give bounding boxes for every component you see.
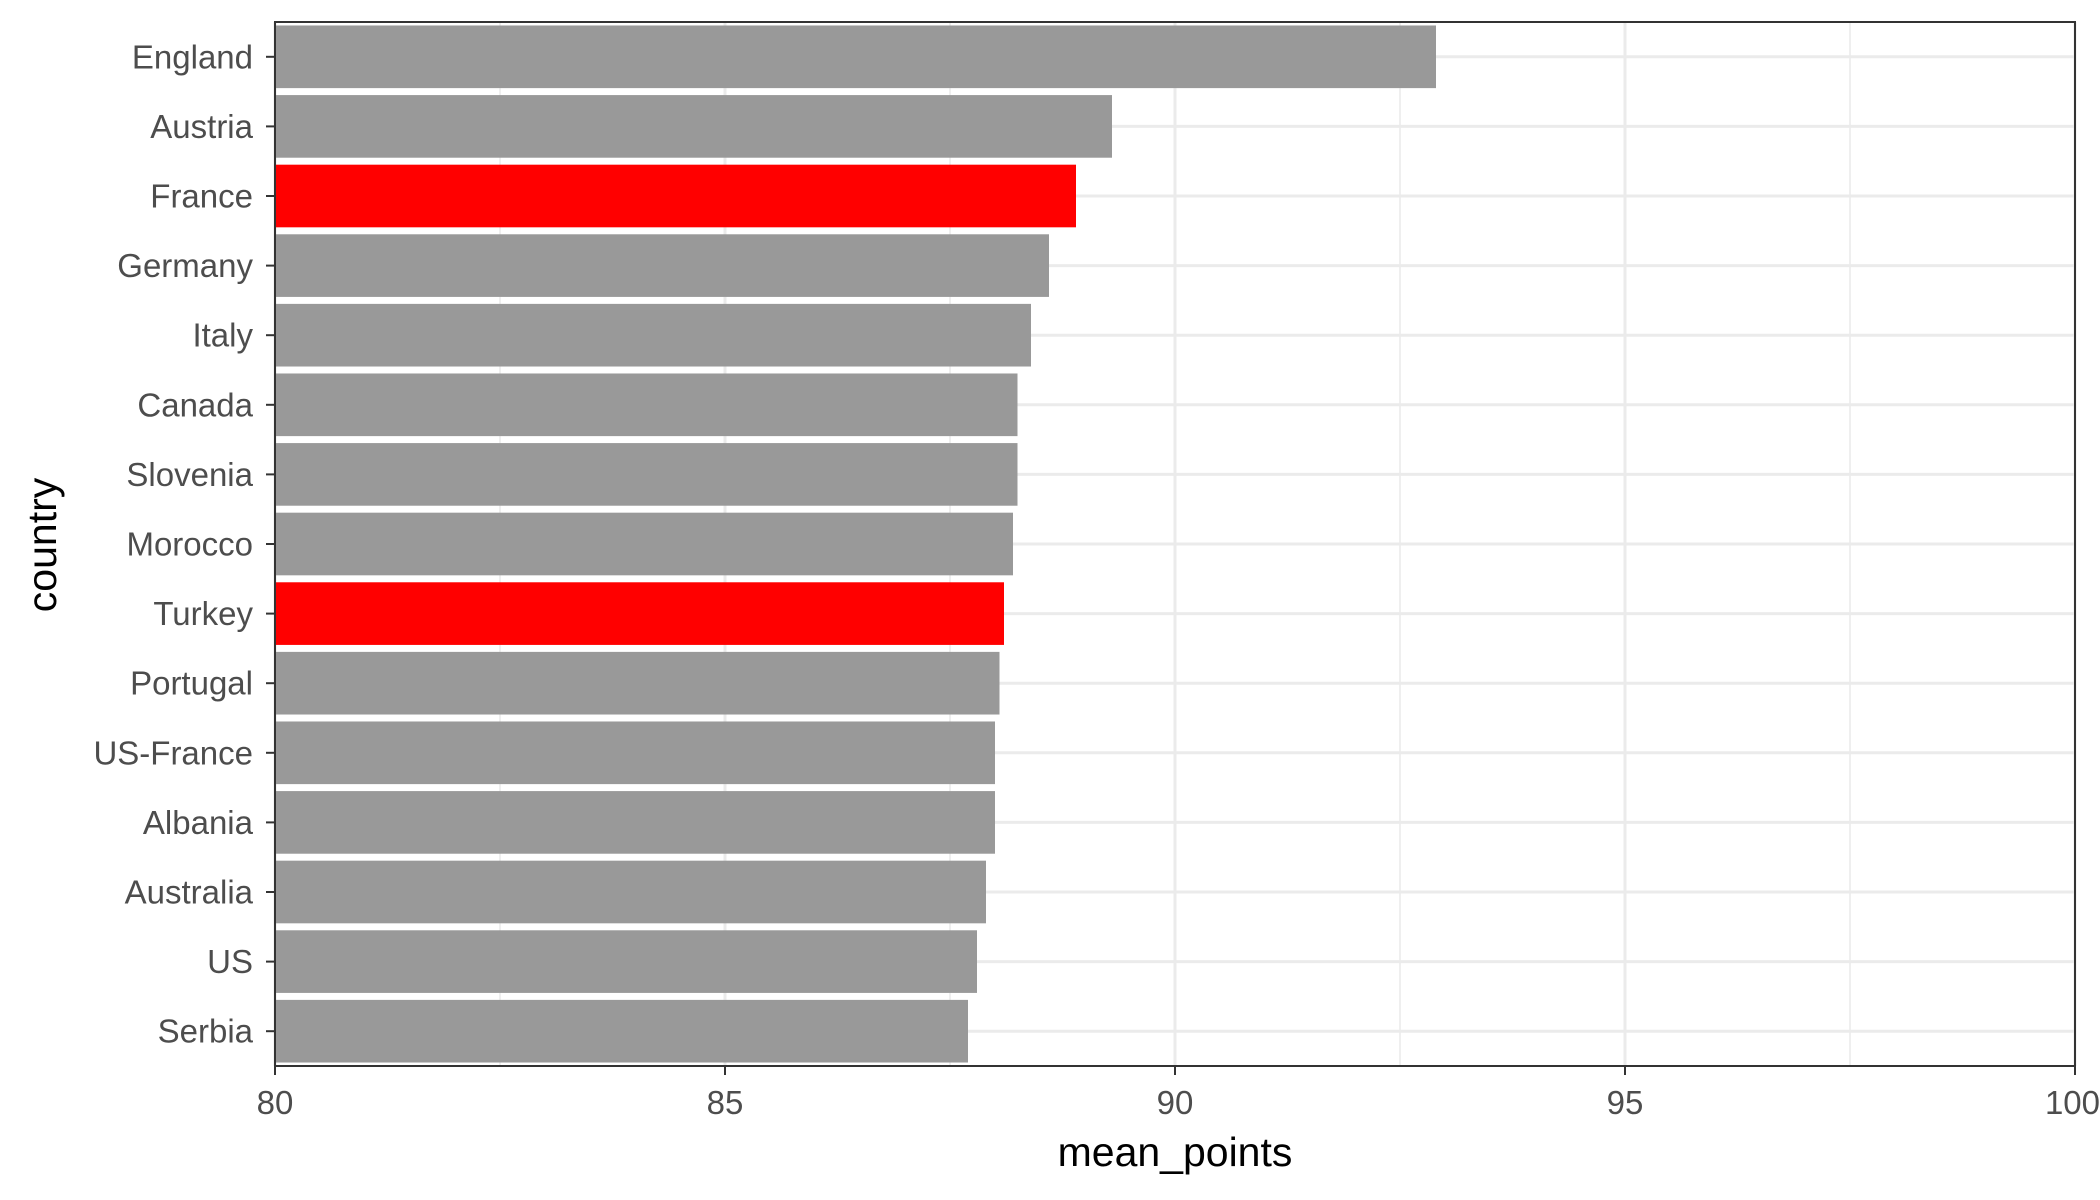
bar-highlighted — [275, 164, 1076, 228]
y-tick-label: Canada — [137, 386, 253, 423]
bar — [275, 25, 1436, 89]
y-tick-label: Portugal — [130, 665, 253, 702]
bar — [275, 303, 1031, 367]
y-tick-label: Austria — [150, 108, 253, 145]
y-tick-label: Australia — [125, 874, 254, 911]
bar-highlighted — [275, 582, 1004, 645]
bar — [275, 860, 986, 924]
bar — [275, 791, 995, 854]
y-tick-label: Albania — [143, 804, 254, 841]
x-tick-label: 80 — [257, 1084, 294, 1121]
bar — [275, 512, 1013, 576]
y-tick-label: Turkey — [153, 595, 253, 632]
bar — [275, 95, 1112, 158]
bar — [275, 443, 1018, 506]
y-tick-label: Serbia — [158, 1013, 254, 1050]
y-tick-label: England — [132, 38, 253, 75]
y-tick-label: Germany — [117, 247, 253, 284]
y-axis-title: country — [19, 477, 65, 612]
x-axis-tick-labels: 80 85 90 95 100 — [257, 1084, 2100, 1121]
y-tick-label: France — [150, 178, 253, 215]
bar — [275, 373, 1018, 437]
y-tick-label: US-France — [93, 734, 253, 771]
x-axis-title: mean_points — [1058, 1129, 1293, 1175]
bar — [275, 930, 977, 993]
y-tick-label: US — [207, 943, 253, 980]
x-tick-label: 100 — [2045, 1084, 2100, 1121]
bar — [275, 999, 968, 1063]
bar — [275, 234, 1049, 297]
bar — [275, 651, 1000, 715]
x-tick-label: 95 — [1607, 1084, 1644, 1121]
bars — [275, 25, 1436, 1063]
x-tick-label: 85 — [707, 1084, 744, 1121]
x-tick-label: 90 — [1157, 1084, 1194, 1121]
y-tick-label: Slovenia — [126, 456, 253, 493]
y-tick-label: Morocco — [126, 526, 253, 563]
y-axis-tick-labels: England Austria France Germany Italy Canada Sl… — [93, 38, 253, 1049]
bar — [275, 721, 995, 785]
y-tick-label: Italy — [192, 317, 253, 354]
axis-ticks — [266, 55, 2076, 1075]
